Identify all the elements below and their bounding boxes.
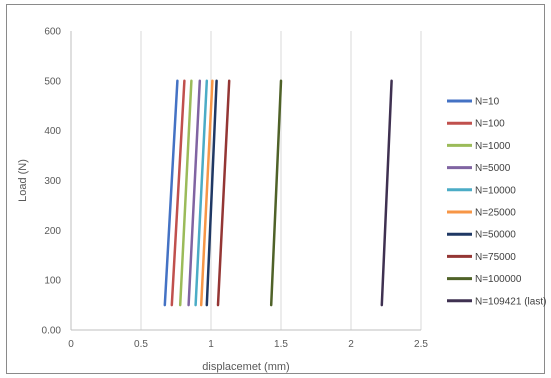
legend-entry-label: N=10 xyxy=(475,97,500,108)
series-line-4 xyxy=(187,79,202,307)
series-line-9 xyxy=(269,79,283,307)
series-line-1 xyxy=(163,79,179,307)
x-axis-title: displacemet (mm) xyxy=(202,361,289,373)
y-tick-label: 0.00 xyxy=(42,326,62,337)
legend-entry-label: N=100000 xyxy=(475,274,522,285)
axes: 0 0.5 1 1.5 2 2.5 0.00 100 200 300 400 500 600 xyxy=(42,27,429,351)
legend-entry-label: N=5000 xyxy=(475,163,511,174)
y-tick-label: 300 xyxy=(44,176,61,187)
x-tick-label: 0.5 xyxy=(134,339,148,350)
legend-entry-label: N=25000 xyxy=(475,208,516,219)
y-tick-label: 600 xyxy=(44,27,61,38)
series-line-3 xyxy=(178,79,193,307)
y-axis-title: Load (N) xyxy=(17,159,29,202)
x-tick-label: 0 xyxy=(68,339,74,350)
grid-lines xyxy=(140,31,422,330)
x-tick-label: 1 xyxy=(208,339,214,350)
y-tick-label: 400 xyxy=(44,126,61,137)
series-line-2 xyxy=(170,79,186,307)
x-tick-label: 2 xyxy=(348,339,354,350)
legend-entry-label: N=75000 xyxy=(475,252,516,263)
y-tick-label: 100 xyxy=(44,276,61,287)
legend: N=10 N=100 N=1000 N=5000 N=10000 N=25000 N=500… xyxy=(447,97,546,307)
legend-entry-label: N=50000 xyxy=(475,230,516,241)
x-tick-label: 2.5 xyxy=(414,339,428,350)
legend-entry-label: N=100 xyxy=(475,119,505,130)
series-lines xyxy=(163,79,393,307)
legend-entry-label: N=109421 (last) xyxy=(475,296,546,307)
series-line-6 xyxy=(199,79,214,307)
series-line-5 xyxy=(194,79,209,307)
series-line-8 xyxy=(216,79,231,307)
legend-entry-label: N=10000 xyxy=(475,185,516,196)
legend-entry-label: N=1000 xyxy=(475,141,511,152)
y-tick-label: 500 xyxy=(44,76,61,87)
series-line-10 xyxy=(380,79,393,307)
x-tick-label: 1.5 xyxy=(274,339,288,350)
y-tick-label: 200 xyxy=(44,226,61,237)
series-line-7 xyxy=(205,79,218,307)
